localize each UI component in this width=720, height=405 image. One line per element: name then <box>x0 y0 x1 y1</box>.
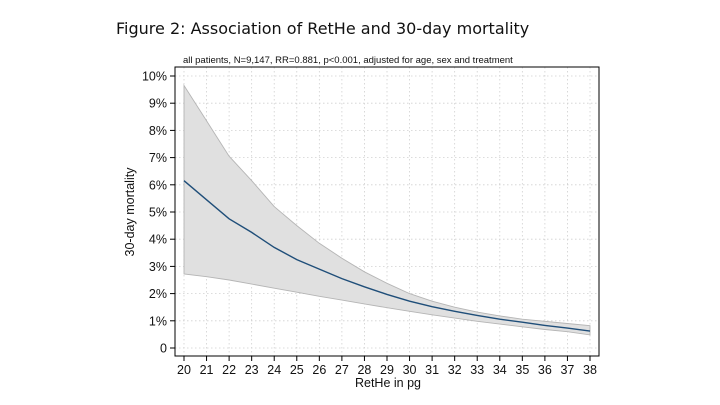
x-tick-label: 32 <box>448 363 462 377</box>
x-tick-label: 31 <box>425 363 439 377</box>
x-tick-label: 36 <box>538 363 552 377</box>
chart-subtitle: all patients, N=9,147, RR=0.881, p<0.001… <box>183 55 513 66</box>
estimate-line-layer <box>183 180 591 332</box>
x-axis: 20 21 22 23 24 25 26 27 28 29 30 31 32 33 34 35 36 37 38 <box>177 356 597 377</box>
y-axis-label: 30-day mortality <box>123 167 137 257</box>
figure-title: Figure 2: Association of RetHe and 30-da… <box>116 19 530 38</box>
y-tick-label: 1% <box>149 314 167 328</box>
x-tick-label: 22 <box>222 363 236 377</box>
x-tick-label: 30 <box>403 363 417 377</box>
x-tick-label: 24 <box>267 363 281 377</box>
x-tick-label: 28 <box>357 363 371 377</box>
x-axis-label: RetHe in pg <box>355 376 421 390</box>
y-tick-label: 4% <box>149 233 167 247</box>
confidence-band-layer <box>183 83 591 336</box>
x-tick-label: 20 <box>177 363 191 377</box>
x-tick-label: 34 <box>493 363 507 377</box>
x-tick-label: 27 <box>335 363 349 377</box>
y-tick-label: 5% <box>149 206 167 220</box>
x-tick-label: 25 <box>290 363 304 377</box>
y-tick-label: 10% <box>142 70 167 84</box>
x-tick-label: 23 <box>245 363 259 377</box>
estimate-line <box>183 180 591 332</box>
x-tick-label: 29 <box>380 363 394 377</box>
y-tick-label: 0 <box>160 342 167 356</box>
x-tick-label: 38 <box>583 363 597 377</box>
y-axis: 0 1% 2% 3% 4% 5% 6% 7% 8% 9% 10% <box>142 70 175 356</box>
y-tick-label: 6% <box>149 178 167 192</box>
y-tick-label: 9% <box>149 97 167 111</box>
x-tick-label: 26 <box>312 363 326 377</box>
x-tick-label: 37 <box>560 363 574 377</box>
y-tick-label: 2% <box>149 287 167 301</box>
x-tick-label: 21 <box>200 363 214 377</box>
x-tick-label: 33 <box>470 363 484 377</box>
x-tick-label: 35 <box>515 363 529 377</box>
y-tick-label: 7% <box>149 151 167 165</box>
confidence-band <box>183 83 591 336</box>
y-tick-label: 8% <box>149 124 167 138</box>
y-tick-label: 3% <box>149 260 167 274</box>
